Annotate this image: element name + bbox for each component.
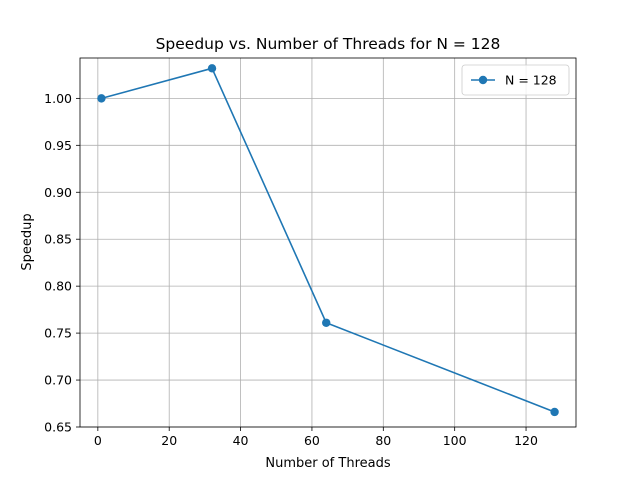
x-tick-label: 40 bbox=[233, 433, 249, 448]
chart-title: Speedup vs. Number of Threads for N = 12… bbox=[156, 35, 501, 53]
x-tick-label: 80 bbox=[375, 433, 391, 448]
data-point bbox=[97, 94, 106, 103]
legend-label: N = 128 bbox=[505, 73, 557, 88]
ticks: 0 20 40 60 80 100 120 0.65 0.70 0.75 0.80 0.85 0.90 0… bbox=[44, 91, 538, 448]
x-tick-label: 120 bbox=[514, 433, 538, 448]
legend-box bbox=[461, 64, 570, 96]
series-line bbox=[101, 67, 555, 413]
y-tick-label: 0.65 bbox=[44, 420, 72, 435]
y-tick-label: 0.80 bbox=[44, 279, 72, 294]
data-point bbox=[322, 318, 331, 327]
y-tick-label: 0.75 bbox=[44, 326, 72, 341]
x-tick-label: 100 bbox=[443, 433, 467, 448]
series-layer bbox=[97, 64, 559, 417]
y-axis-label: Speedup bbox=[20, 213, 35, 270]
legend-marker bbox=[478, 75, 488, 85]
x-tick-label: 60 bbox=[304, 433, 320, 448]
x-tick-label: 0 bbox=[94, 433, 102, 448]
y-tick-label: 0.95 bbox=[44, 138, 72, 153]
data-point bbox=[207, 64, 217, 73]
y-tick-label: 1.00 bbox=[44, 91, 72, 106]
x-tick-label: 20 bbox=[161, 433, 177, 448]
data-point bbox=[550, 407, 559, 417]
grid bbox=[80, 58, 576, 428]
plot-frame bbox=[79, 57, 577, 428]
x-axis-label: Number of Threads bbox=[265, 456, 390, 471]
y-tick-label: 0.70 bbox=[44, 373, 72, 388]
y-tick-label: 0.90 bbox=[44, 185, 72, 200]
y-tick-label: 0.85 bbox=[44, 232, 72, 247]
legend: N = 128 bbox=[461, 64, 570, 96]
